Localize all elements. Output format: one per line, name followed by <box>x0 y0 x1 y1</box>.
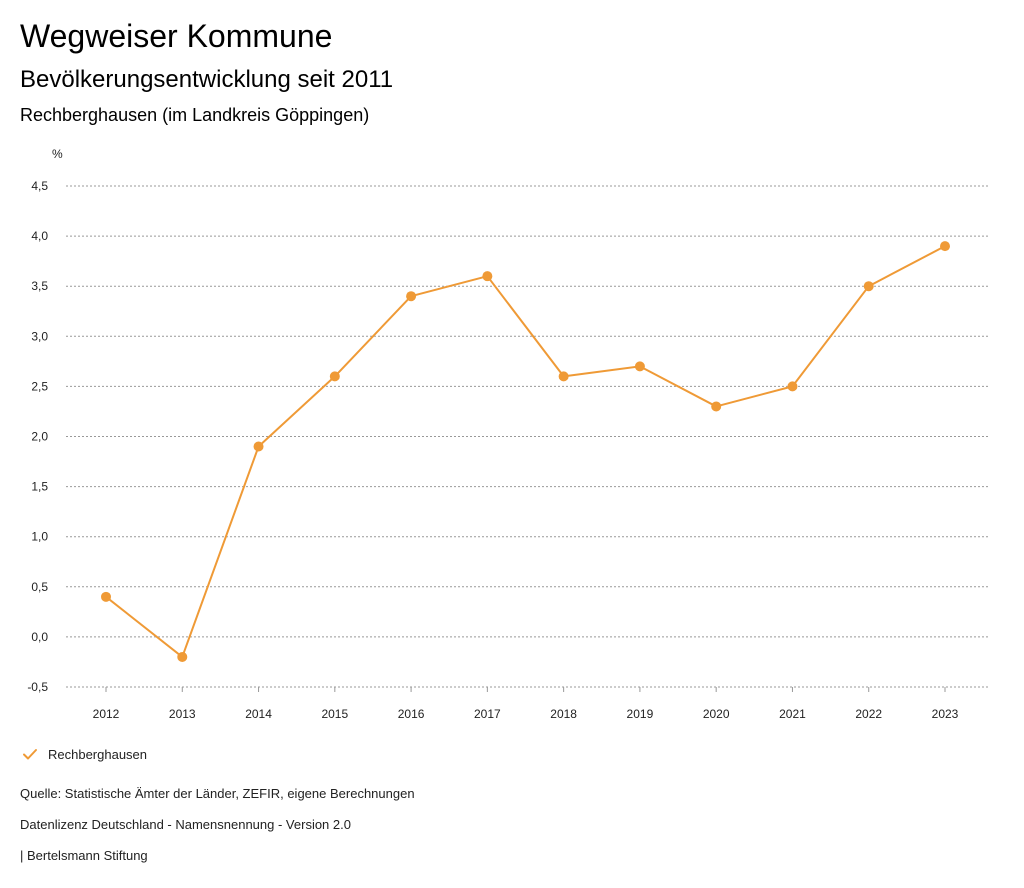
x-tick-label: 2017 <box>474 707 501 721</box>
x-tick-label: 2012 <box>93 707 120 721</box>
y-tick-label: 3,5 <box>31 279 48 293</box>
x-tick-label: 2018 <box>550 707 577 721</box>
x-tick-label: 2014 <box>245 707 272 721</box>
y-tick-label: 1,5 <box>31 480 48 494</box>
data-point[interactable] <box>101 591 111 602</box>
x-tick-label: 2023 <box>932 707 959 721</box>
y-tick-label: 1,0 <box>31 530 48 544</box>
brand-note: | Bertelsmann Stiftung <box>20 848 148 863</box>
legend-label: Rechberghausen <box>48 746 148 762</box>
region-label: Rechberghausen (im Landkreis Göppingen) <box>20 105 370 125</box>
page-title: Wegweiser Kommune <box>20 18 333 54</box>
y-tick-label: 0,0 <box>31 630 48 644</box>
x-tick-label: 2019 <box>627 707 654 721</box>
data-point[interactable] <box>558 371 569 382</box>
y-tick-label: 0,5 <box>31 580 48 594</box>
data-point[interactable] <box>329 371 340 382</box>
x-tick-label: 2016 <box>398 707 425 721</box>
series-layer <box>101 241 950 662</box>
source-note: Quelle: Statistische Ämter der Länder, Z… <box>20 786 415 801</box>
x-tick-label: 2013 <box>169 707 196 721</box>
y-tick-label: -0,5 <box>27 680 48 694</box>
check-icon <box>23 749 37 760</box>
data-point[interactable] <box>711 401 722 412</box>
y-tick-label: 4,5 <box>31 179 48 193</box>
legend-item-rechberghausen[interactable]: Rechberghausen <box>22 744 147 764</box>
y-tick-label: 4,0 <box>31 229 48 243</box>
data-point[interactable] <box>787 381 798 392</box>
x-tick-label: 2015 <box>321 707 348 721</box>
axis-layer: % -0,5 0,0 0,5 1,0 1,5 2,0 2,5 3,0 3,5 4,0 4,5 2012… <box>27 147 958 721</box>
data-point[interactable] <box>634 361 645 372</box>
data-point[interactable] <box>253 441 264 452</box>
grid-layer <box>66 185 990 688</box>
chart-subtitle: Bevölkerungsentwicklung seit 2011 <box>20 66 394 93</box>
data-point[interactable] <box>863 281 874 292</box>
series-line-rechberghausen <box>105 245 946 658</box>
data-point[interactable] <box>482 271 493 282</box>
data-point[interactable] <box>406 291 417 302</box>
y-tick-label: 2,5 <box>31 379 48 393</box>
x-tick-label: 2021 <box>779 707 806 721</box>
y-axis-unit-label: % <box>52 147 63 161</box>
y-tick-label: 3,0 <box>31 329 48 343</box>
data-point[interactable] <box>940 241 950 252</box>
data-point[interactable] <box>177 651 188 662</box>
x-tick-label: 2022 <box>855 707 882 721</box>
y-tick-label: 2,0 <box>31 430 48 444</box>
x-tick-label: 2020 <box>703 707 730 721</box>
license-note: Datenlizenz Deutschland - Namensnennung … <box>20 817 351 832</box>
line-chart: % -0,5 0,0 0,5 1,0 1,5 2,0 2,5 3,0 3,5 4,0 4,5 2012… <box>27 147 990 721</box>
